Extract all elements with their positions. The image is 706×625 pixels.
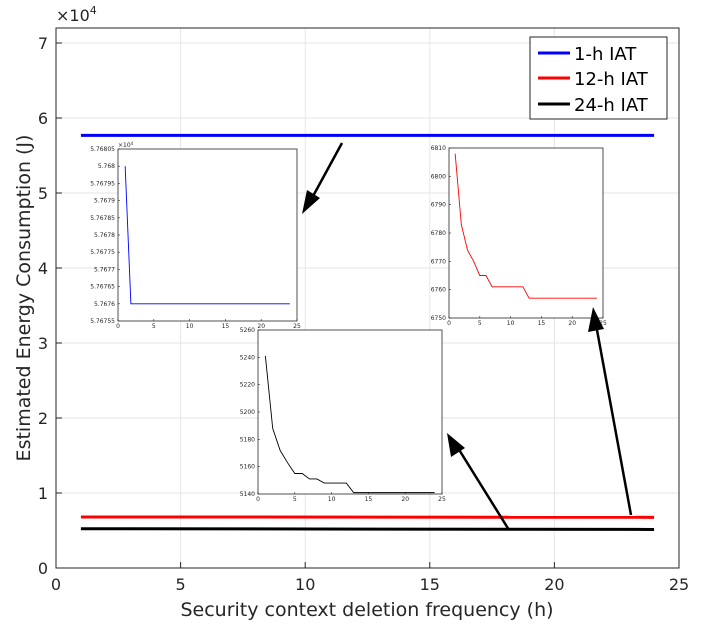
y-tick-label: 4 bbox=[38, 259, 48, 278]
y-tick-label: 5 bbox=[38, 184, 48, 203]
inset-y-tick-label: 5.768 bbox=[98, 163, 115, 170]
inset-y-tick-label: 6750 bbox=[431, 315, 446, 322]
inset-y-tick-label: 5.76805 bbox=[90, 146, 115, 153]
arrow-to-inset-1h bbox=[310, 142, 344, 199]
inset-y-tick-label: 5.76775 bbox=[90, 249, 115, 256]
inset-y-tick-label: 6800 bbox=[431, 173, 446, 180]
inset-x-tick-label: 20 bbox=[401, 496, 409, 503]
inset-frame bbox=[448, 147, 604, 319]
inset-x-tick-label: 5 bbox=[293, 496, 297, 503]
inset-x-tick-label: 15 bbox=[538, 320, 546, 327]
y-axis-label: Estimated Energy Consumption (J) bbox=[13, 135, 35, 462]
inset-x-tick-label: 10 bbox=[328, 496, 336, 503]
y-tick-label: 2 bbox=[38, 409, 48, 428]
x-tick-label: 5 bbox=[176, 575, 186, 594]
legend: 1-h IAT 12-h IAT 24-h IAT bbox=[529, 36, 668, 120]
axis-ticks: 0 5 10 15 20 25 0 1 2 3 4 5 6 7 bbox=[38, 34, 689, 594]
inset-y-tick-label: 5.76765 bbox=[90, 284, 115, 291]
inset-series-line bbox=[264, 355, 435, 494]
x-tick-label: 10 bbox=[295, 575, 315, 594]
inset-x-tick-label: 0 bbox=[256, 496, 260, 503]
insets: 0 5 10 15 20 25 5.76755 5.7676 5.76765 5.7677 5.76… bbox=[90, 141, 607, 503]
y-tick-label: 3 bbox=[38, 334, 48, 353]
inset-x-tick-label: 20 bbox=[568, 320, 576, 327]
inset-x-tick-label: 25 bbox=[438, 496, 446, 503]
arrow-head-24h bbox=[447, 433, 465, 457]
series-layer bbox=[80, 133, 655, 531]
y-tick-label: 7 bbox=[38, 34, 48, 53]
inset-y-tick-label: 5140 bbox=[240, 491, 255, 498]
arrows bbox=[302, 142, 633, 531]
y-tick-label: 6 bbox=[38, 109, 48, 128]
inset-y-tick-label: 5.76785 bbox=[90, 215, 115, 222]
inset-x-tick-label: 15 bbox=[222, 323, 230, 330]
inset-x-tick-label: 0 bbox=[116, 323, 120, 330]
x-tick-label: 0 bbox=[51, 575, 61, 594]
inset-0: 0 5 10 15 20 25 5.76755 5.7676 5.76765 5.7677 5.76… bbox=[90, 141, 301, 330]
inset-y-tick-label: 5.7678 bbox=[94, 232, 115, 239]
inset-x-tick-label: 5 bbox=[478, 320, 482, 327]
inset-y-tick-label: 5200 bbox=[240, 409, 255, 416]
x-tick-label: 15 bbox=[420, 575, 440, 594]
inset-x-tick-label: 10 bbox=[186, 323, 194, 330]
inset-x-tick-label: 0 bbox=[447, 320, 451, 327]
inset-y-tick-label: 5.76795 bbox=[90, 180, 115, 187]
inset-series-line bbox=[454, 153, 597, 299]
inset-1: 0 5 10 15 20 25 6750 6760 6770 6780 6790 6800 6810 bbox=[431, 145, 607, 327]
inset-y-tick-label: 5.76755 bbox=[90, 318, 115, 325]
arrow-head-12h bbox=[588, 307, 604, 332]
inset-x-tick-label: 5 bbox=[152, 323, 156, 330]
inset-series-line bbox=[124, 166, 290, 305]
arrow-to-inset-24h bbox=[456, 447, 511, 531]
legend-label-24h: 24-h IAT bbox=[574, 95, 649, 116]
inset-y-tick-label: 5.7677 bbox=[94, 266, 115, 273]
inset-x-tick-label: 15 bbox=[365, 496, 373, 503]
inset-x-tick-label: 25 bbox=[599, 320, 607, 327]
inset-exponent-label: ×104 bbox=[118, 141, 134, 149]
y-tick-label: 0 bbox=[38, 559, 48, 578]
inset-y-tick-label: 5.7679 bbox=[94, 198, 115, 205]
inset-y-tick-label: 5180 bbox=[240, 436, 255, 443]
inset-y-tick-label: 6760 bbox=[431, 287, 446, 294]
plot-frame bbox=[55, 27, 680, 569]
inset-2: 0 5 10 15 20 25 5140 5160 5180 5200 5220 5240 5260 bbox=[240, 327, 446, 503]
arrow-to-inset-12h bbox=[595, 329, 633, 516]
y-tick-label: 1 bbox=[38, 484, 48, 503]
inset-y-tick-label: 5240 bbox=[240, 354, 255, 361]
inset-y-tick-label: 6770 bbox=[431, 258, 446, 265]
series-line-2 bbox=[80, 527, 655, 531]
legend-label-12h: 12-h IAT bbox=[574, 69, 649, 90]
inset-y-tick-label: 5.7676 bbox=[94, 301, 115, 308]
arrow-head-1h bbox=[302, 190, 320, 214]
x-axis-label: Security context deletion frequency (h) bbox=[180, 599, 553, 621]
inset-x-tick-label: 20 bbox=[257, 323, 265, 330]
x-tick-label: 20 bbox=[544, 575, 564, 594]
inset-y-tick-label: 6790 bbox=[431, 202, 446, 209]
y-exponent-label: ×104 bbox=[56, 4, 97, 25]
inset-frame bbox=[117, 148, 298, 322]
inset-frame bbox=[257, 329, 443, 495]
inset-x-tick-label: 10 bbox=[507, 320, 515, 327]
inset-y-tick-label: 5220 bbox=[240, 382, 255, 389]
inset-y-tick-label: 6810 bbox=[431, 145, 446, 152]
inset-y-tick-label: 5260 bbox=[240, 327, 255, 334]
x-tick-label: 25 bbox=[669, 575, 689, 594]
inset-y-tick-label: 5160 bbox=[240, 464, 255, 471]
inset-x-tick-label: 25 bbox=[293, 323, 301, 330]
inset-y-tick-label: 6780 bbox=[431, 230, 446, 237]
legend-label-1h: 1-h IAT bbox=[574, 44, 637, 65]
